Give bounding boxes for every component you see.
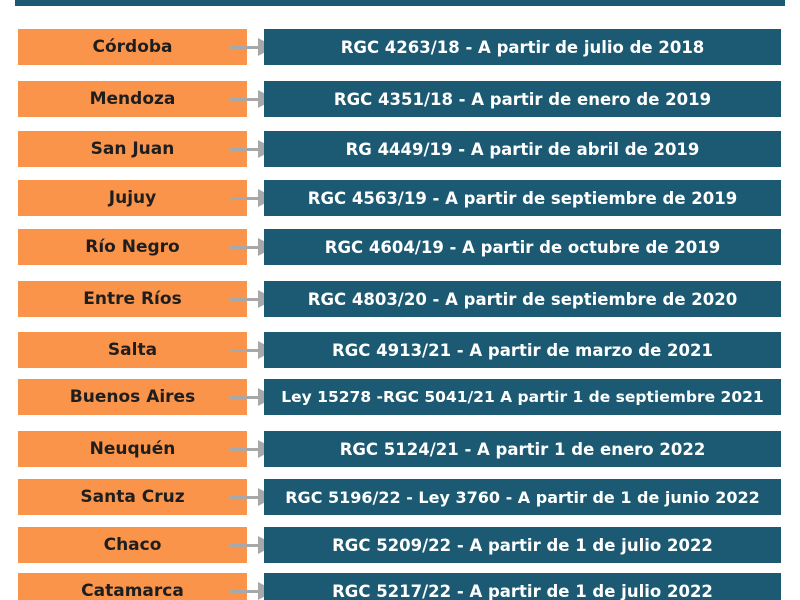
province-row: Salta RGC 4913/21 - A partir de marzo de… bbox=[0, 332, 800, 368]
province-row: San Juan RG 4449/19 - A partir de abril … bbox=[0, 131, 800, 167]
regulation-label: RGC 5124/21 - A partir 1 de enero 2022 bbox=[264, 431, 781, 467]
arrow-connector bbox=[230, 448, 262, 451]
province-label: Santa Cruz bbox=[18, 479, 247, 515]
arrow-connector bbox=[230, 298, 262, 301]
province-label: Chaco bbox=[18, 527, 247, 563]
province-label: Entre Ríos bbox=[18, 281, 247, 317]
arrow-connector bbox=[230, 246, 262, 249]
province-row: Mendoza RGC 4351/18 - A partir de enero … bbox=[0, 81, 800, 117]
arrow-connector bbox=[230, 197, 262, 200]
arrow-connector bbox=[230, 396, 262, 399]
header-bar bbox=[15, 0, 785, 6]
province-row: Chaco RGC 5209/22 - A partir de 1 de jul… bbox=[0, 527, 800, 563]
province-row: Córdoba RGC 4263/18 - A partir de julio … bbox=[0, 29, 800, 65]
regulation-label: RGC 4563/19 - A partir de septiembre de … bbox=[264, 180, 781, 216]
province-row: Río Negro RGC 4604/19 - A partir de octu… bbox=[0, 229, 800, 265]
regulation-label: RGC 4913/21 - A partir de marzo de 2021 bbox=[264, 332, 781, 368]
province-label: Río Negro bbox=[18, 229, 247, 265]
regulation-label: Ley 15278 -RGC 5041/21 A partir 1 de sep… bbox=[264, 379, 781, 415]
arrow-connector bbox=[230, 98, 262, 101]
regulation-label: RGC 5196/22 - Ley 3760 - A partir de 1 d… bbox=[264, 479, 781, 515]
regulation-label: RG 4449/19 - A partir de abril de 2019 bbox=[264, 131, 781, 167]
arrow-connector bbox=[230, 148, 262, 151]
arrow-connector bbox=[230, 349, 262, 352]
province-label: Catamarca bbox=[18, 573, 247, 600]
province-label: Salta bbox=[18, 332, 247, 368]
province-row: Catamarca RGC 5217/22 - A partir de 1 de… bbox=[0, 573, 800, 600]
province-label: Córdoba bbox=[18, 29, 247, 65]
arrow-connector bbox=[230, 590, 262, 593]
arrow-connector bbox=[230, 496, 262, 499]
province-label: Jujuy bbox=[18, 180, 247, 216]
province-label: Mendoza bbox=[18, 81, 247, 117]
regulation-label: RGC 5217/22 - A partir de 1 de julio 202… bbox=[264, 573, 781, 600]
regulation-label: RGC 5209/22 - A partir de 1 de julio 202… bbox=[264, 527, 781, 563]
regulation-label: RGC 4803/20 - A partir de septiembre de … bbox=[264, 281, 781, 317]
regulation-label: RGC 4263/18 - A partir de julio de 2018 bbox=[264, 29, 781, 65]
province-label: Neuquén bbox=[18, 431, 247, 467]
regulation-label: RGC 4604/19 - A partir de octubre de 201… bbox=[264, 229, 781, 265]
arrow-connector bbox=[230, 46, 262, 49]
province-row: Neuquén RGC 5124/21 - A partir 1 de ener… bbox=[0, 431, 800, 467]
arrow-connector bbox=[230, 544, 262, 547]
province-row: Entre Ríos RGC 4803/20 - A partir de sep… bbox=[0, 281, 800, 317]
province-row: Santa Cruz RGC 5196/22 - Ley 3760 - A pa… bbox=[0, 479, 800, 515]
province-row: Jujuy RGC 4563/19 - A partir de septiemb… bbox=[0, 180, 800, 216]
regulation-label: RGC 4351/18 - A partir de enero de 2019 bbox=[264, 81, 781, 117]
province-label: San Juan bbox=[18, 131, 247, 167]
province-label: Buenos Aires bbox=[18, 379, 247, 415]
province-row: Buenos Aires Ley 15278 -RGC 5041/21 A pa… bbox=[0, 379, 800, 415]
